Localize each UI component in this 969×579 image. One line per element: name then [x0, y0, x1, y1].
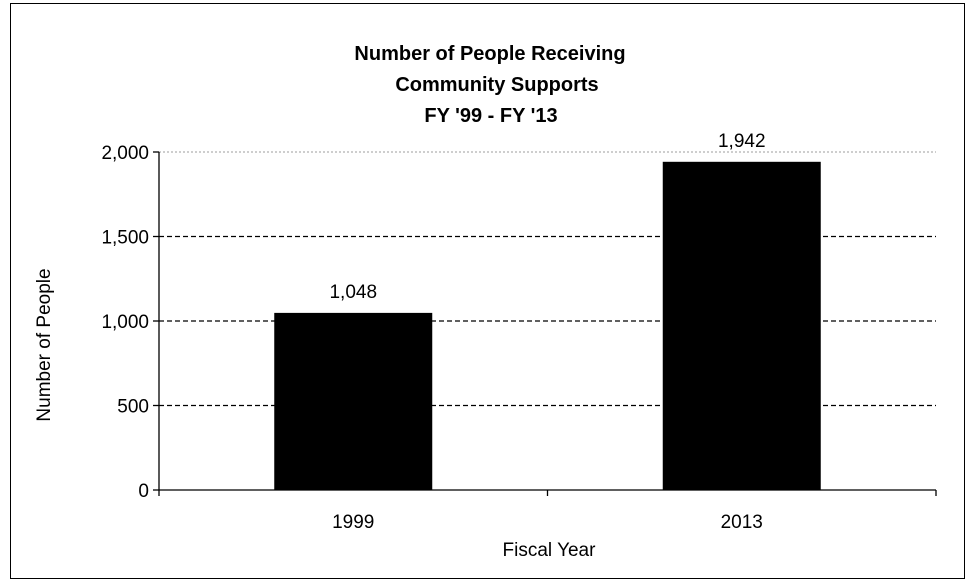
x-tick-labels: 1999 2013	[332, 512, 763, 533]
data-label-1999: 1,048	[329, 282, 377, 303]
x-axis-label: Fiscal Year	[503, 540, 597, 561]
chart-title-line-1: Number of People Receiving	[354, 43, 625, 65]
bar-2013	[662, 161, 821, 490]
chart-title-line-2: Community Supports	[395, 74, 598, 96]
y-tick-label-500: 500	[117, 397, 149, 418]
bars	[274, 161, 821, 490]
y-tick-label-0: 0	[138, 481, 149, 502]
y-axis-label: Number of People	[34, 268, 55, 421]
x-tick-label-2013: 2013	[721, 512, 763, 533]
x-tick-label-1999: 1999	[332, 512, 374, 533]
y-tick-label-1500: 1,500	[101, 228, 149, 249]
y-tick-label-2000: 2,000	[101, 143, 149, 164]
bar-1999	[274, 312, 433, 490]
axes	[153, 151, 937, 496]
data-labels: 1,048 1,942	[329, 131, 765, 303]
y-tick-label-1000: 1,000	[101, 312, 149, 333]
chart-title: Number of People Receiving Community Sup…	[354, 43, 625, 127]
y-tick-labels: 0 500 1,000 1,500 2,000	[101, 143, 149, 502]
chart-title-line-3: FY '99 - FY '13	[424, 105, 557, 127]
data-label-2013: 1,942	[718, 131, 766, 152]
